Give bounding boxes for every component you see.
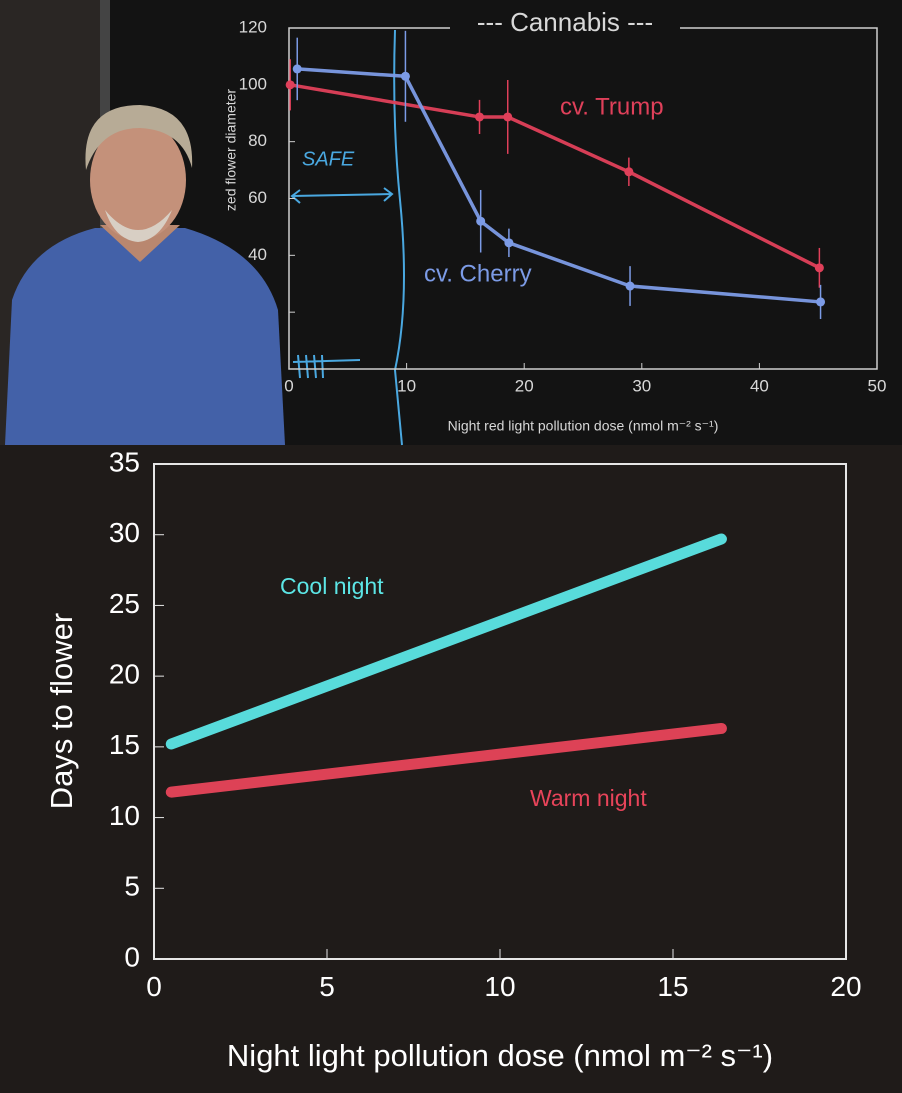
y-tick-label: 60	[248, 188, 267, 207]
x-tick-label: 20	[515, 376, 534, 395]
y-tick-label: 30	[109, 517, 140, 548]
y-tick-label: 10	[109, 800, 140, 831]
marker	[292, 64, 302, 74]
annotation: SAFE	[302, 148, 355, 170]
beard	[105, 210, 172, 242]
marker	[475, 112, 485, 122]
series-line	[165, 533, 727, 750]
hand-arrow	[290, 187, 394, 204]
title-backdrop	[450, 8, 680, 40]
y-tick-label: 80	[248, 131, 267, 150]
marker	[476, 216, 486, 226]
y-tick-label: 40	[248, 245, 267, 264]
x-tick-label: 10	[397, 376, 416, 395]
head	[90, 120, 186, 240]
y-tick-label: 15	[109, 729, 140, 760]
y-tick-label: 120	[239, 17, 267, 36]
marker	[503, 112, 513, 122]
shirt	[5, 228, 285, 445]
x-tick-label: 30	[632, 376, 651, 395]
marker	[285, 80, 295, 90]
x-tick-label: 50	[868, 376, 887, 395]
marker	[400, 71, 410, 81]
slide-background	[0, 445, 902, 1093]
hand-tally	[292, 354, 361, 379]
series-line	[165, 722, 727, 798]
presenter	[5, 105, 285, 445]
series-label: Warm night	[530, 785, 647, 811]
series-label: cv. Trump	[560, 93, 664, 120]
series-line	[295, 67, 823, 304]
series-label: Cool night	[280, 573, 384, 599]
chart-title: --- Cannabis ---	[477, 7, 653, 37]
y-tick-label: 100	[239, 74, 267, 93]
hair	[85, 105, 193, 170]
marker	[504, 238, 514, 248]
y-tick-label: 25	[109, 588, 140, 619]
y-axis-label: zed flower diameter	[223, 89, 239, 212]
marker	[624, 167, 634, 177]
x-tick-label: 0	[284, 376, 293, 395]
x-tick-label: 0	[146, 971, 162, 1002]
marker	[816, 297, 826, 307]
y-tick-label: 35	[109, 446, 140, 477]
x-tick-label: 5	[319, 971, 335, 1002]
hand-line	[393, 29, 405, 446]
x-tick-label: 10	[484, 971, 515, 1002]
y-tick-label: 5	[124, 871, 140, 902]
x-tick-label: 20	[830, 971, 861, 1002]
x-axis-label: Night red light pollution dose (nmol m⁻²…	[448, 418, 719, 434]
marker	[814, 263, 824, 273]
y-axis-label: Days to flower	[44, 613, 79, 809]
y-tick-label: 20	[109, 659, 140, 690]
x-axis-label: Night light pollution dose (nmol m⁻² s⁻¹…	[227, 1038, 773, 1073]
series-label: cv. Cherry	[424, 260, 532, 287]
marker	[625, 281, 635, 291]
x-tick-label: 15	[657, 971, 688, 1002]
x-tick-label: 40	[750, 376, 769, 395]
handwriting	[290, 29, 405, 446]
y-tick-label: 0	[124, 941, 140, 972]
